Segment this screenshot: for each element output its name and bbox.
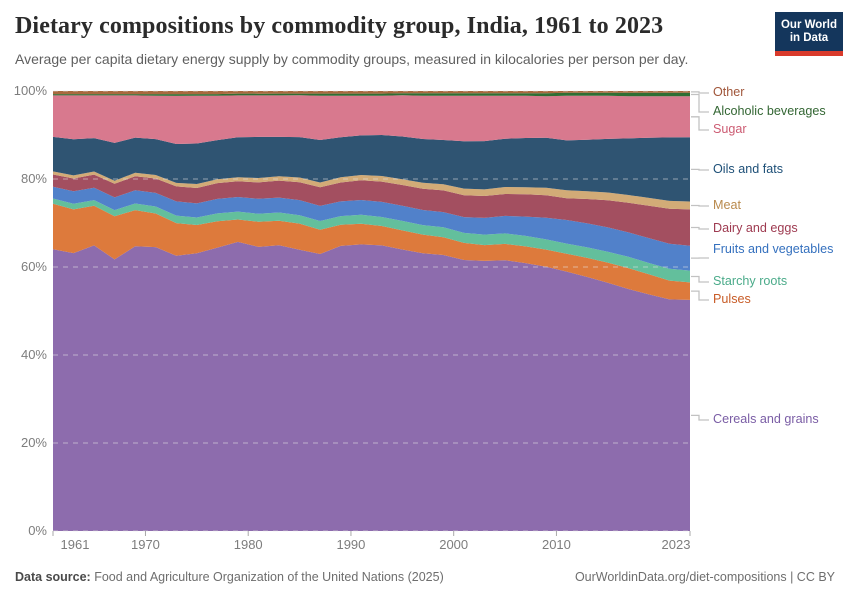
y-tick-label: 100% bbox=[13, 83, 47, 98]
footer-link[interactable]: OurWorldinData.org/diet-compositions | C… bbox=[574, 570, 835, 584]
area-starchy-roots[interactable] bbox=[53, 198, 690, 283]
data-source-label: Data source: bbox=[15, 570, 91, 584]
y-tick-label: 60% bbox=[20, 259, 47, 274]
area-other[interactable] bbox=[53, 91, 690, 95]
y-tick-label: 20% bbox=[20, 435, 47, 450]
y-tick-label: 80% bbox=[20, 171, 47, 186]
legend-item-fruits-and-vegetables[interactable]: Fruits and vegetables bbox=[713, 242, 834, 256]
legend-item-sugar[interactable]: Sugar bbox=[713, 122, 747, 136]
legend-item-alcoholic-beverages[interactable]: Alcoholic beverages bbox=[713, 104, 826, 118]
legend-item-meat[interactable]: Meat bbox=[713, 198, 741, 212]
page-title: Dietary compositions by commodity group,… bbox=[15, 13, 664, 39]
owid-logo-text: Our World in Data bbox=[780, 18, 837, 44]
legend-item-pulses[interactable]: Pulses bbox=[713, 292, 751, 306]
page-subtitle: Average per capita dietary energy supply… bbox=[15, 51, 689, 67]
x-tick-label: 1970 bbox=[130, 537, 160, 552]
x-tick-label: 2023 bbox=[661, 537, 691, 552]
x-tick-label: 2010 bbox=[541, 537, 571, 552]
x-tick-label: 1961 bbox=[60, 537, 90, 552]
x-tick-label: 1980 bbox=[233, 537, 263, 552]
x-tick-label: 2000 bbox=[439, 537, 469, 552]
area-sugar[interactable] bbox=[53, 95, 690, 144]
area-dairy-and-eggs[interactable] bbox=[53, 174, 690, 246]
y-tick-label: 0% bbox=[28, 523, 47, 538]
legend-item-starchy-roots[interactable]: Starchy roots bbox=[713, 274, 788, 288]
area-oils-and-fats[interactable] bbox=[53, 135, 690, 202]
y-tick-label: 40% bbox=[20, 347, 47, 362]
gridlines bbox=[53, 90, 690, 532]
legend-item-dairy-and-eggs[interactable]: Dairy and eggs bbox=[713, 221, 798, 235]
owid-logo-red-bar bbox=[775, 51, 843, 56]
area-meat[interactable] bbox=[53, 171, 690, 210]
legend-item-oils-and-fats[interactable]: Oils and fats bbox=[713, 162, 783, 176]
area-cereals-and-grains[interactable] bbox=[53, 241, 690, 531]
x-axis-ticks bbox=[52, 531, 691, 536]
legend-connectors bbox=[691, 91, 709, 421]
area-alcoholic-beverages[interactable] bbox=[53, 92, 690, 97]
area-fruits-and-vegetables[interactable] bbox=[53, 186, 690, 271]
area-pulses[interactable] bbox=[53, 203, 690, 300]
data-source-value: Food and Agriculture Organization of the… bbox=[94, 570, 444, 584]
data-source: Data source: Food and Agriculture Organi… bbox=[15, 570, 444, 584]
legend-item-other[interactable]: Other bbox=[713, 85, 745, 99]
legend-item-cereals-and-grains[interactable]: Cereals and grains bbox=[713, 412, 819, 426]
owid-logo[interactable]: Our World in Data bbox=[775, 12, 843, 56]
x-tick-label: 1990 bbox=[336, 537, 366, 552]
